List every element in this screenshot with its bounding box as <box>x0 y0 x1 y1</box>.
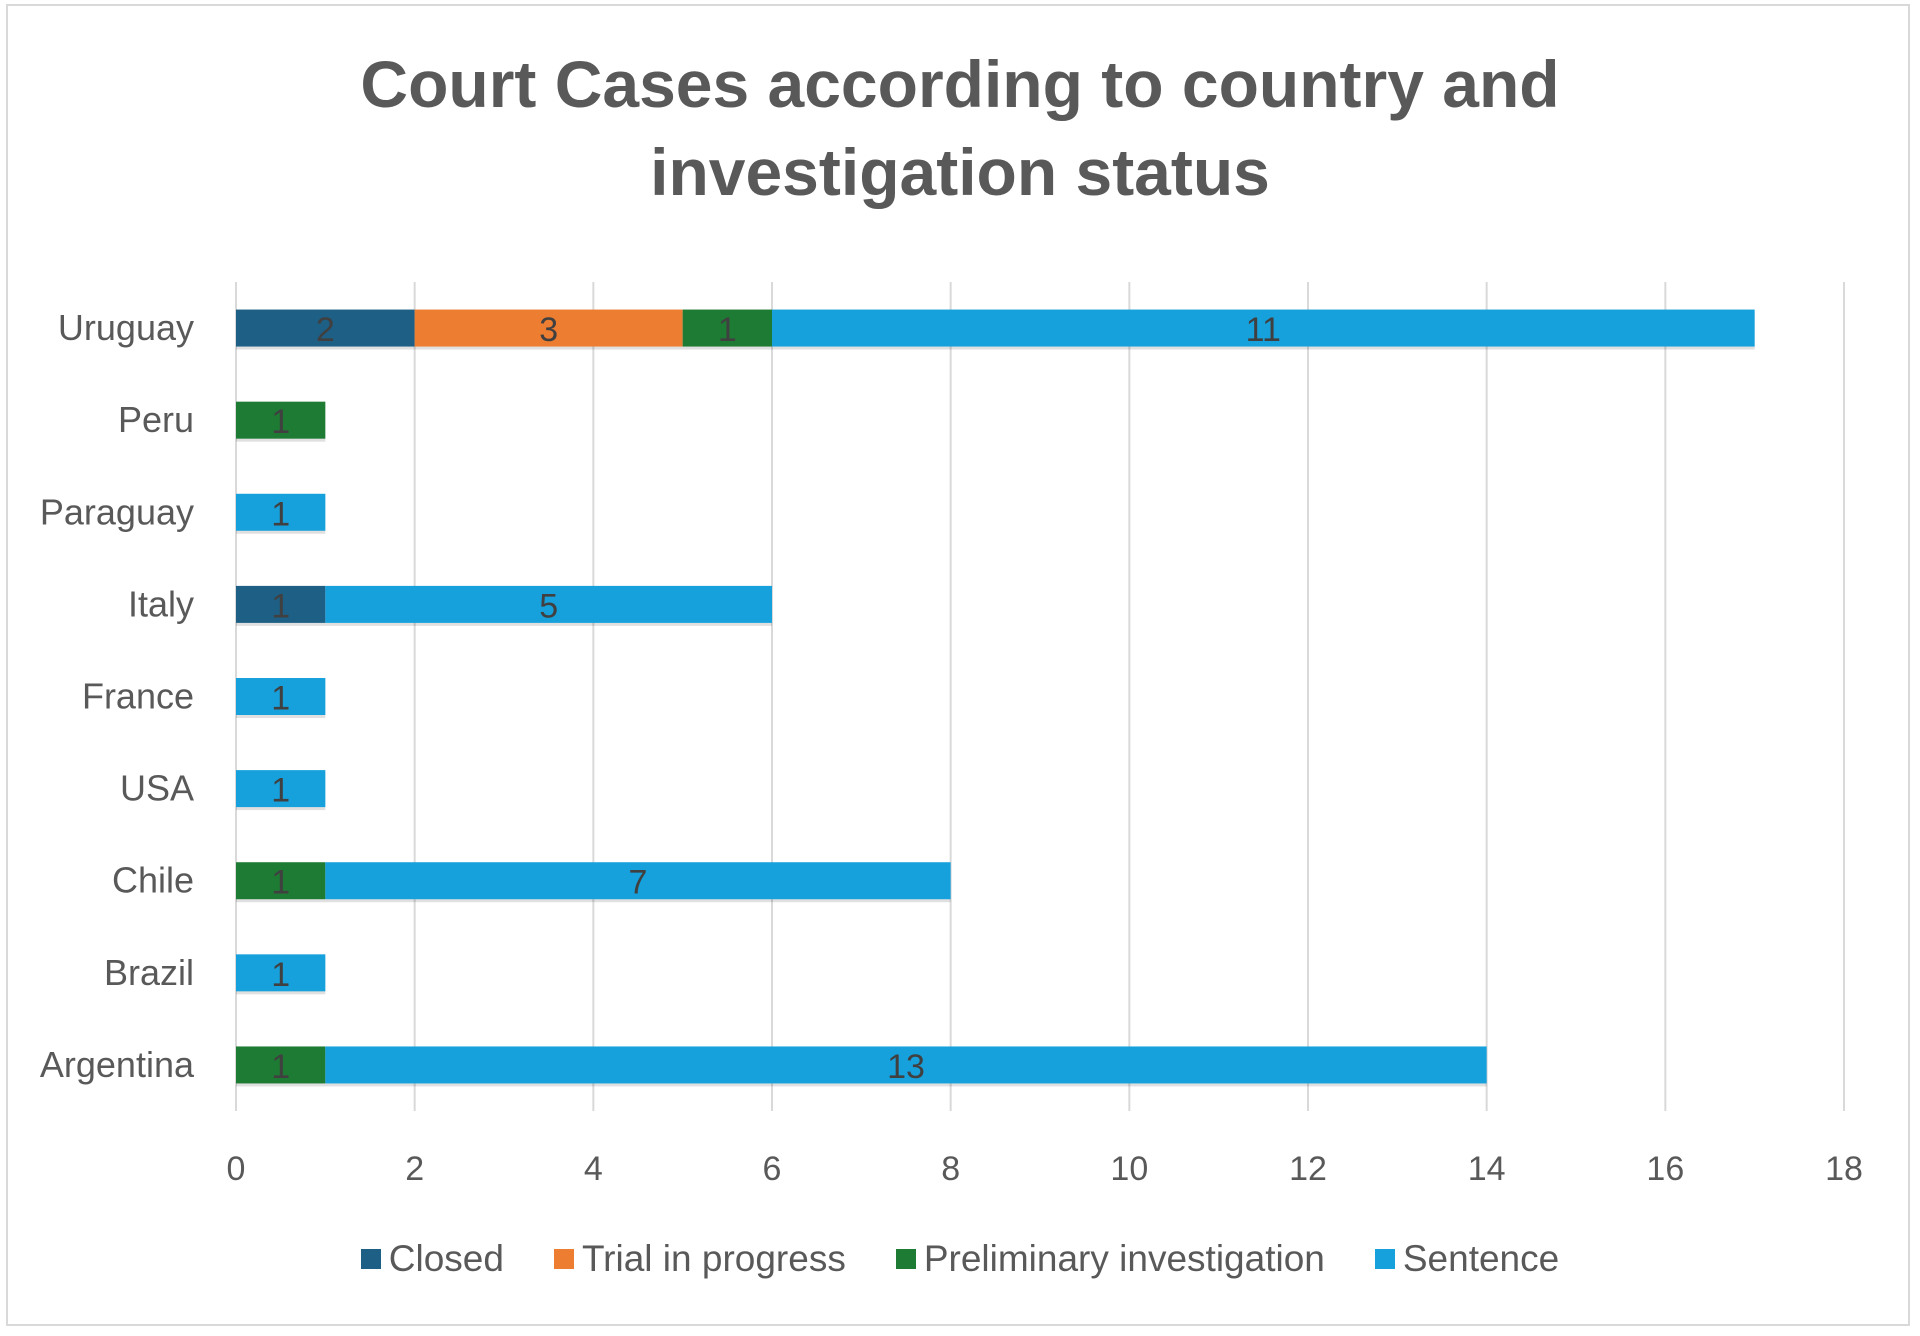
category-label: Uruguay <box>58 307 194 348</box>
data-label: 3 <box>539 311 558 349</box>
x-tick-label: 10 <box>1110 1150 1148 1188</box>
legend-item: Trial in progress <box>553 1238 846 1280</box>
x-tick-label: 4 <box>584 1150 603 1188</box>
bar-segment <box>236 862 326 900</box>
chart-title: Court Cases according to country and inv… <box>0 40 1920 216</box>
x-tick-label: 18 <box>1825 1150 1863 1188</box>
category-label: Paraguay <box>40 491 194 532</box>
x-tick-label: 6 <box>763 1150 782 1188</box>
data-label: 1 <box>271 587 290 625</box>
data-label: 1 <box>271 495 290 533</box>
data-label: 7 <box>629 864 648 902</box>
legend-swatch <box>1374 1249 1395 1269</box>
legend-item: Sentence <box>1374 1238 1560 1280</box>
legend-item: Closed <box>360 1238 504 1280</box>
bar-segment <box>236 493 326 531</box>
x-tick-label: 2 <box>405 1150 424 1188</box>
data-label: 1 <box>718 311 737 349</box>
legend-label: Trial in progress <box>581 1238 846 1279</box>
bar-segment <box>682 309 772 347</box>
bar-segment <box>236 954 326 992</box>
bar-segment <box>325 862 951 900</box>
category-label: Peru <box>118 399 194 440</box>
category-label: Chile <box>112 860 194 901</box>
legend-item: Preliminary investigation <box>895 1238 1325 1280</box>
data-label: 1 <box>271 772 290 810</box>
data-label: 1 <box>271 864 290 902</box>
chart-frame <box>6 4 1910 1326</box>
bar-segment <box>236 770 326 808</box>
x-tick-label: 14 <box>1468 1150 1506 1188</box>
x-tick-label: 8 <box>941 1150 960 1188</box>
bar-segment <box>325 585 772 623</box>
data-label: 13 <box>887 1048 925 1086</box>
x-tick-label: 0 <box>227 1150 246 1188</box>
chart-title-line-2: investigation status <box>650 135 1270 209</box>
data-label: 1 <box>271 680 290 718</box>
legend-swatch <box>360 1249 381 1269</box>
legend-swatch <box>553 1249 574 1269</box>
data-label: 2 <box>316 311 335 349</box>
legend: Closed Trial in progress Preliminary inves… <box>0 1238 1920 1280</box>
bar-segment <box>325 1046 1487 1084</box>
legend-swatch <box>895 1249 916 1269</box>
x-tick-label: 16 <box>1646 1150 1684 1188</box>
bar-segment <box>236 1046 326 1084</box>
bar-segment <box>236 585 326 623</box>
bar-segment <box>772 309 1755 347</box>
data-label: 1 <box>271 1048 290 1086</box>
category-label: Italy <box>128 583 194 624</box>
legend-label: Preliminary investigation <box>923 1238 1325 1279</box>
category-label: Brazil <box>104 952 194 993</box>
category-label: Argentina <box>40 1044 195 1085</box>
legend-label: Sentence <box>1402 1238 1560 1279</box>
data-label: 1 <box>271 403 290 441</box>
bar-segment <box>236 309 415 347</box>
bar-segment <box>414 309 683 347</box>
category-label: USA <box>120 768 194 809</box>
x-tick-label: 12 <box>1289 1150 1327 1188</box>
category-label: France <box>82 676 194 717</box>
data-label: 11 <box>1246 311 1281 349</box>
bar-segment <box>236 678 326 715</box>
chart-title-line-1: Court Cases according to country and <box>360 47 1560 121</box>
legend-label: Closed <box>388 1238 504 1279</box>
data-label: 5 <box>539 587 558 625</box>
bar-segment <box>236 401 326 439</box>
data-label: 1 <box>271 956 290 994</box>
